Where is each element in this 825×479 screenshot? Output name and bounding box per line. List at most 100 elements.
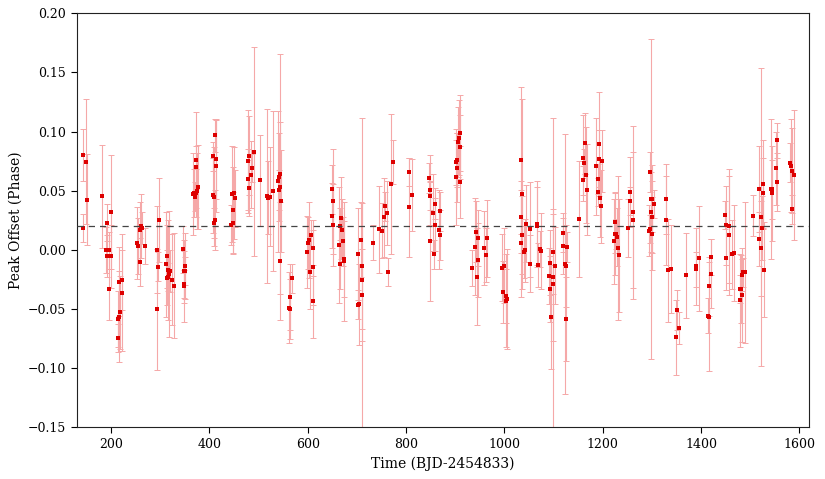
Point — [733, 285, 747, 293]
Point — [592, 155, 606, 163]
Point — [274, 170, 287, 178]
Point — [337, 238, 350, 245]
Point — [191, 183, 205, 191]
Point — [177, 267, 191, 275]
Point — [384, 181, 398, 188]
X-axis label: Time (BJD-2454833): Time (BJD-2454833) — [371, 456, 515, 471]
Point — [153, 217, 166, 224]
Point — [594, 203, 607, 210]
Point — [754, 244, 767, 252]
Point — [177, 246, 190, 253]
Point — [366, 239, 380, 246]
Point — [573, 215, 586, 223]
Point — [167, 282, 181, 289]
Point — [557, 242, 570, 250]
Point — [784, 159, 797, 166]
Point — [610, 230, 623, 238]
Point — [229, 194, 242, 202]
Point — [592, 175, 605, 183]
Point — [151, 262, 164, 270]
Point — [500, 295, 513, 303]
Point — [187, 189, 200, 197]
Point — [131, 242, 144, 250]
Point — [95, 193, 108, 200]
Point — [275, 197, 288, 205]
Point — [771, 137, 784, 144]
Point — [166, 276, 179, 284]
Point — [161, 266, 174, 274]
Point — [116, 289, 129, 297]
Point — [304, 231, 318, 239]
Point — [423, 174, 436, 182]
Point — [624, 188, 637, 196]
Point — [253, 176, 266, 184]
Point — [453, 143, 466, 151]
Point — [472, 256, 485, 264]
Point — [670, 307, 683, 314]
Point — [453, 178, 466, 186]
Point — [556, 228, 569, 236]
Point — [380, 209, 394, 217]
Point — [332, 241, 346, 249]
Point — [578, 139, 592, 147]
Point — [134, 222, 148, 229]
Point — [208, 132, 221, 139]
Point — [578, 160, 591, 167]
Point — [103, 246, 116, 254]
Point — [626, 216, 639, 224]
Point — [788, 171, 801, 179]
Point — [580, 171, 593, 179]
Point — [273, 257, 286, 265]
Point — [736, 291, 749, 299]
Point — [304, 269, 317, 276]
Point — [466, 264, 479, 272]
Point — [644, 195, 658, 203]
Point — [664, 265, 677, 273]
Point — [178, 262, 191, 270]
Point — [722, 231, 735, 239]
Point — [112, 278, 125, 285]
Point — [352, 300, 365, 308]
Point — [726, 251, 739, 258]
Point — [530, 220, 544, 228]
Point — [593, 194, 606, 202]
Point — [451, 138, 464, 146]
Point — [246, 164, 259, 172]
Point — [644, 208, 658, 216]
Point — [306, 244, 319, 252]
Point — [452, 134, 465, 141]
Point — [626, 208, 639, 216]
Point — [669, 333, 682, 341]
Point — [746, 212, 759, 219]
Point — [306, 297, 319, 305]
Point — [480, 235, 493, 242]
Point — [701, 312, 714, 319]
Point — [351, 301, 365, 308]
Point — [424, 186, 437, 194]
Point — [612, 244, 625, 252]
Point — [592, 188, 605, 196]
Point — [728, 249, 741, 257]
Point — [283, 304, 296, 311]
Point — [754, 213, 767, 221]
Point — [227, 189, 240, 197]
Point — [544, 313, 558, 321]
Point — [559, 260, 572, 267]
Point — [333, 260, 346, 268]
Point — [271, 177, 285, 185]
Point — [326, 212, 339, 219]
Point — [495, 264, 508, 272]
Point — [263, 193, 276, 201]
Point — [771, 178, 784, 186]
Point — [334, 214, 347, 222]
Point — [648, 200, 661, 208]
Point — [766, 189, 779, 197]
Point — [227, 206, 240, 214]
Point — [784, 162, 797, 170]
Point — [208, 216, 221, 224]
Point — [160, 261, 173, 268]
Point — [224, 221, 238, 229]
Point — [450, 164, 464, 171]
Point — [210, 156, 223, 163]
Point — [139, 242, 152, 250]
